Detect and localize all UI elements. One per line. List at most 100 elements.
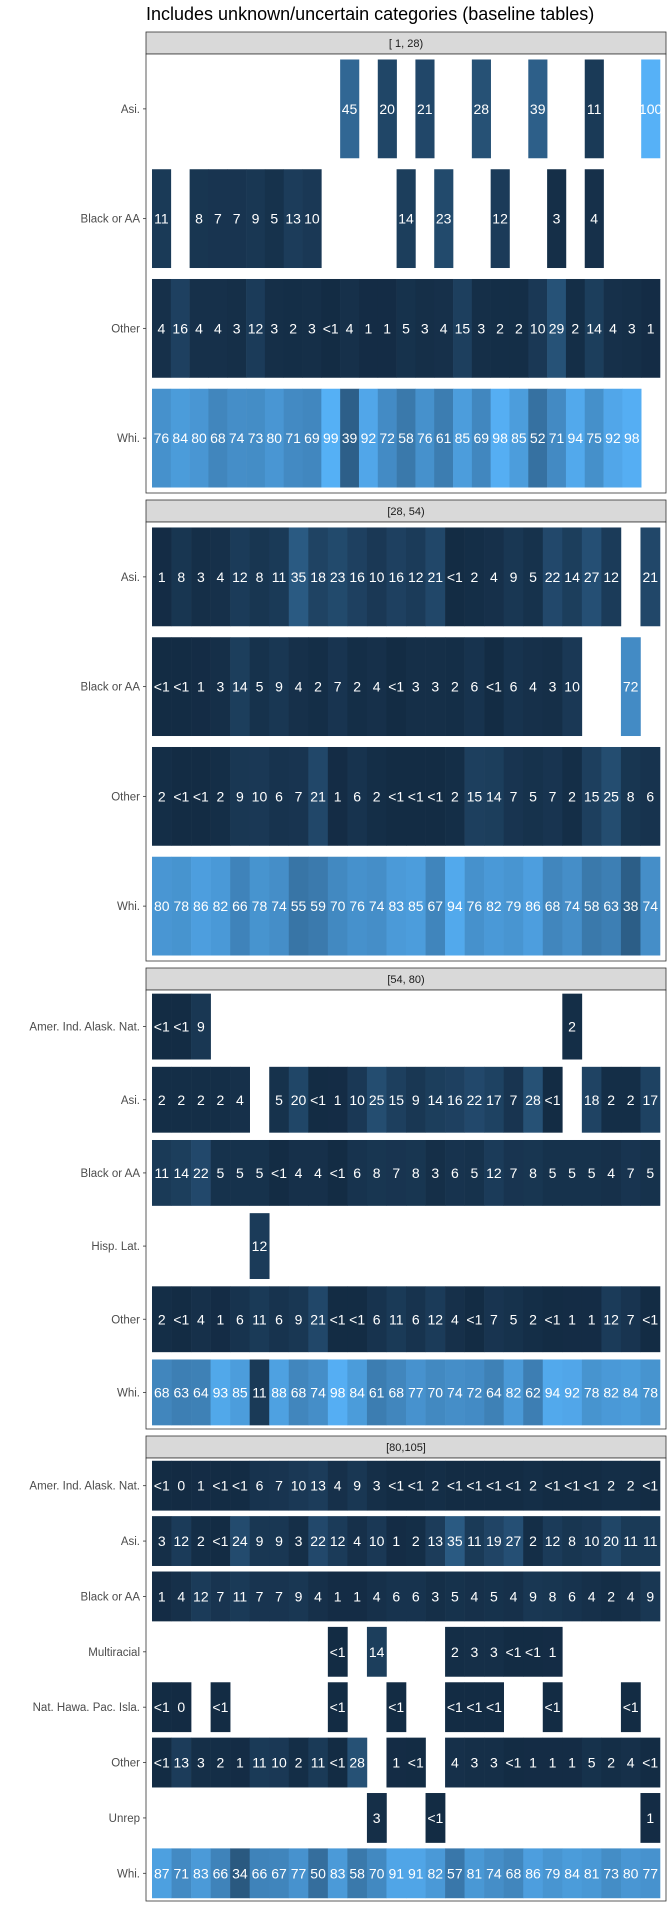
heatmap-cell — [327, 856, 348, 956]
heatmap-cell — [191, 1737, 211, 1788]
cell-value-label: 7 — [275, 1478, 283, 1494]
cell-value-label: 2 — [431, 1478, 439, 1494]
heatmap-cell — [191, 1139, 211, 1206]
heatmap-cell — [152, 388, 172, 488]
heatmap-cell — [308, 527, 329, 627]
y-tick-label: Black or AA — [81, 682, 141, 694]
heatmap-cell — [406, 1286, 426, 1353]
cell-value-label: 2 — [571, 320, 579, 336]
heatmap-cell — [445, 1359, 465, 1426]
heatmap-cell — [377, 388, 397, 488]
cell-value-label: 80 — [154, 898, 170, 914]
cell-value-label: 1 — [334, 1092, 342, 1108]
facet-strip-label: [28, 54) — [387, 506, 424, 518]
cell-value-label: 9 — [252, 211, 260, 227]
cell-value-label: 5 — [646, 1165, 654, 1181]
heatmap-cell — [366, 1571, 387, 1622]
heatmap-cell — [601, 856, 622, 956]
heatmap-cell — [601, 1848, 622, 1899]
heatmap-cell — [640, 1848, 661, 1899]
cell-value-label: 11 — [233, 1588, 248, 1604]
heatmap-cell — [562, 1460, 583, 1511]
heatmap-cell — [547, 388, 567, 488]
heatmap-cell — [152, 1737, 172, 1788]
heatmap-cell — [249, 1139, 270, 1206]
heatmap-cell — [620, 1359, 641, 1426]
cell-value-label: 3 — [431, 1165, 439, 1181]
heatmap-cell — [386, 1066, 407, 1133]
heatmap-cell — [445, 1626, 465, 1677]
heatmap-cell — [490, 169, 510, 269]
heatmap-cell — [523, 746, 544, 846]
heatmap-cell — [581, 1737, 602, 1788]
heatmap-cell — [377, 59, 397, 159]
cell-value-label: 92 — [605, 430, 621, 446]
heatmap-cell — [601, 1737, 622, 1788]
cell-value-label: 82 — [428, 1865, 444, 1881]
cell-value-label: 85 — [455, 430, 471, 446]
heatmap-cell — [484, 1286, 504, 1353]
heatmap-cell — [227, 169, 247, 269]
cell-value-label: 2 — [295, 1755, 303, 1771]
heatmap-cell — [523, 1359, 544, 1426]
heatmap-cell — [445, 1460, 465, 1511]
cell-value-label: 1 — [334, 1588, 342, 1604]
cell-value-label: 23 — [330, 569, 346, 585]
heatmap-cell — [565, 278, 586, 378]
chart-title: Includes unknown/uncertain categories (b… — [146, 4, 594, 24]
cell-value-label: 12 — [603, 1311, 619, 1327]
heatmap-cell — [347, 1359, 368, 1426]
heatmap-cell — [327, 1848, 348, 1899]
heatmap-cell — [347, 1516, 368, 1566]
heatmap-cell — [227, 278, 247, 378]
cell-value-label: 2 — [568, 1019, 576, 1035]
heatmap-cell — [152, 1571, 172, 1622]
heatmap-cell — [366, 1626, 387, 1677]
cell-value-label: <1 — [545, 1699, 561, 1715]
heatmap-cell — [386, 1737, 407, 1788]
cell-value-label: <1 — [408, 1755, 424, 1771]
cell-value-label: <1 — [154, 679, 170, 695]
heatmap-cell — [601, 1066, 622, 1133]
heatmap-cell — [425, 1359, 446, 1426]
y-tick-label: Black or AA — [81, 1168, 141, 1180]
cell-value-label: 10 — [369, 569, 385, 585]
heatmap-cell — [327, 1286, 348, 1353]
heatmap-cell — [366, 1516, 387, 1566]
cell-value-label: 1 — [216, 1311, 224, 1327]
cell-value-label: 1 — [334, 788, 342, 804]
cell-value-label: 5 — [568, 1165, 576, 1181]
cell-value-label: <1 — [154, 1755, 170, 1771]
cell-value-label: 5 — [588, 1165, 596, 1181]
heatmap-cell — [425, 637, 446, 737]
cell-value-label: 87 — [154, 1865, 170, 1881]
heatmap-cell — [406, 1460, 426, 1511]
cell-value-label: 71 — [285, 430, 301, 446]
cell-value-label: 35 — [447, 1533, 463, 1549]
cell-value-label: 1 — [647, 320, 655, 336]
heatmap-cell — [171, 1066, 192, 1133]
heatmap-cell — [406, 637, 426, 737]
heatmap-cell — [547, 169, 567, 269]
cell-value-label: 5 — [236, 1165, 244, 1181]
cell-value-label: 10 — [349, 1092, 365, 1108]
cell-value-label: 81 — [467, 1865, 483, 1881]
heatmap-cell — [340, 388, 360, 488]
heatmap-cell — [620, 1571, 641, 1622]
heatmap-cell — [327, 1359, 348, 1426]
facet-strip-label: [ 1, 28) — [389, 38, 423, 50]
y-tick-label: Amer. Ind. Alask. Nat. — [29, 1481, 140, 1493]
heatmap-cell — [366, 527, 387, 627]
cell-value-label: 8 — [256, 569, 264, 585]
heatmap-cell — [210, 1066, 231, 1133]
heatmap-cell — [249, 1516, 270, 1566]
heatmap-cell — [406, 1848, 426, 1899]
heatmap-cell — [542, 746, 563, 846]
cell-value-label: 23 — [436, 211, 452, 227]
cell-value-label: 69 — [473, 430, 489, 446]
heatmap-cell — [347, 1286, 368, 1353]
cell-value-label: 3 — [295, 1533, 303, 1549]
cell-value-label: 11 — [252, 1311, 267, 1327]
cell-value-label: 39 — [530, 101, 546, 117]
cell-value-label: 1 — [529, 1755, 537, 1771]
